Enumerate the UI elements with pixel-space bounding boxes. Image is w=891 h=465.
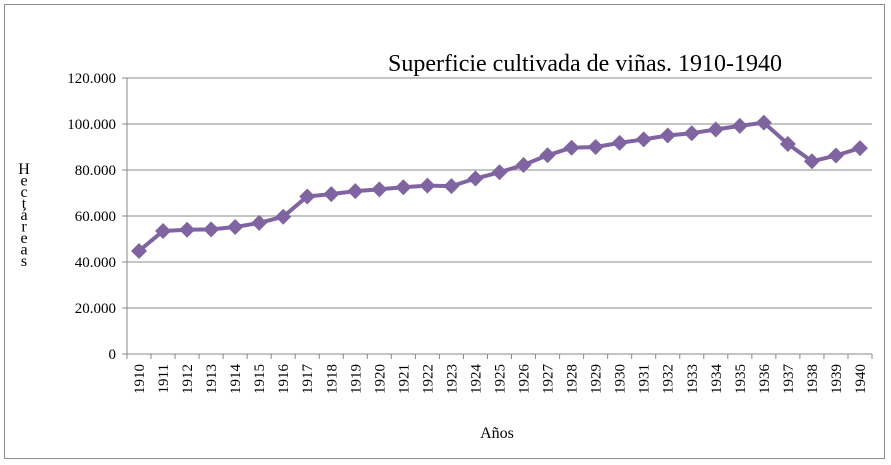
x-tick-label: 1921 — [396, 364, 412, 394]
x-axis-title: Años — [480, 425, 514, 442]
x-tick-label: 1933 — [685, 364, 701, 394]
data-point-marker — [203, 221, 220, 238]
x-tick-label: 1917 — [300, 364, 316, 395]
x-tick-label: 1926 — [517, 364, 533, 395]
y-tick-label: 40.000 — [75, 255, 116, 271]
x-tick-label: 1910 — [132, 364, 148, 394]
chart-title: Superficie cultivada de viñas. 1910-1940 — [388, 51, 782, 77]
y-axis-title-letter: r — [21, 219, 27, 236]
y-tick-label: 0 — [109, 347, 117, 363]
y-tick-labels: 0 20.000 40.000 60.000 80.000 100.000 120.000 — [67, 71, 116, 363]
y-axis-title-letter: s — [21, 253, 27, 270]
x-tick-label: 1919 — [348, 364, 364, 394]
series-line — [137, 120, 861, 253]
data-point-marker — [491, 164, 508, 181]
data-point-marker — [155, 222, 172, 239]
x-tick-label: 1930 — [613, 364, 629, 394]
x-tick-label: 1916 — [276, 364, 292, 395]
data-point-marker — [347, 183, 364, 200]
data-point-marker — [467, 170, 484, 187]
data-point-marker — [563, 139, 580, 156]
x-tick-label: 1938 — [805, 364, 821, 394]
data-point-marker — [179, 221, 196, 238]
data-point-marker — [659, 127, 676, 144]
y-axis-title-letter: e — [20, 230, 27, 247]
y-axis-title-letter: c — [20, 184, 27, 201]
series-markers — [131, 114, 868, 259]
y-tick-label: 20.000 — [75, 301, 116, 317]
y-tick-label: 100.000 — [67, 117, 116, 133]
x-tick-label: 1935 — [733, 364, 749, 394]
x-tick-label: 1936 — [757, 364, 773, 395]
x-tick-label: 1940 — [853, 364, 869, 394]
data-point-marker — [731, 117, 748, 134]
x-tick-label: 1911 — [156, 364, 172, 393]
x-tick-label: 1922 — [420, 364, 436, 394]
axes — [126, 78, 872, 355]
x-tick-label: 1939 — [829, 364, 845, 394]
y-axis-title-letter: e — [20, 173, 27, 190]
x-tick-label: 1932 — [661, 364, 677, 394]
data-point-marker — [755, 114, 772, 131]
data-point-marker — [443, 178, 460, 195]
data-point-marker — [635, 131, 652, 148]
data-point-marker — [707, 121, 724, 138]
y-tick-label: 80.000 — [75, 163, 116, 179]
x-tick-label: 1931 — [637, 364, 653, 394]
x-tick-label: 1929 — [589, 364, 605, 394]
x-tick-label: 1934 — [709, 364, 725, 395]
y-axis-title-letter: t — [22, 196, 27, 213]
x-tick-label: 1920 — [372, 364, 388, 394]
y-axis-title-letter: a — [20, 242, 27, 259]
x-tick-label: 1915 — [252, 364, 268, 394]
data-point-marker — [275, 208, 292, 225]
x-tick-label: 1923 — [444, 364, 460, 394]
x-tick-label: 1925 — [493, 364, 509, 394]
chart-frame — [4, 4, 885, 459]
data-point-marker — [587, 139, 604, 155]
data-point-marker — [323, 186, 340, 203]
x-tick-label: 1913 — [204, 364, 220, 394]
data-point-marker — [371, 181, 388, 198]
x-tick-label: 1937 — [781, 364, 797, 395]
data-point-marker — [539, 147, 556, 164]
data-point-marker — [803, 153, 820, 170]
x-tick-label: 1924 — [468, 364, 484, 395]
x-tick-label: 1912 — [180, 364, 196, 394]
x-tick-label: 1918 — [324, 364, 340, 394]
data-point-marker — [299, 188, 316, 205]
x-tick-label: 1928 — [565, 364, 581, 394]
data-point-marker — [779, 136, 796, 153]
x-tick-labels: 1910 1911 1912 1913 1914 1915 1916 1917 1918 1919… — [132, 364, 869, 395]
x-tick-label: 1914 — [228, 364, 244, 395]
data-point-marker — [851, 140, 868, 157]
data-point-marker — [395, 179, 412, 196]
data-point-marker — [683, 125, 700, 142]
data-point-marker — [131, 242, 148, 259]
data-point-marker — [419, 177, 436, 194]
data-point-marker — [251, 214, 268, 231]
data-point-marker — [515, 156, 532, 173]
data-point-marker — [827, 147, 844, 164]
y-axis-title-letter: H — [18, 161, 30, 178]
y-tick-label: 120.000 — [67, 71, 116, 87]
data-point-marker — [611, 134, 628, 151]
y-tick-label: 60.000 — [75, 209, 116, 225]
series-polyline — [137, 120, 861, 253]
y-axis-title-letter: á — [20, 207, 27, 224]
x-tick-label: 1927 — [541, 364, 557, 395]
data-point-marker — [227, 219, 244, 236]
